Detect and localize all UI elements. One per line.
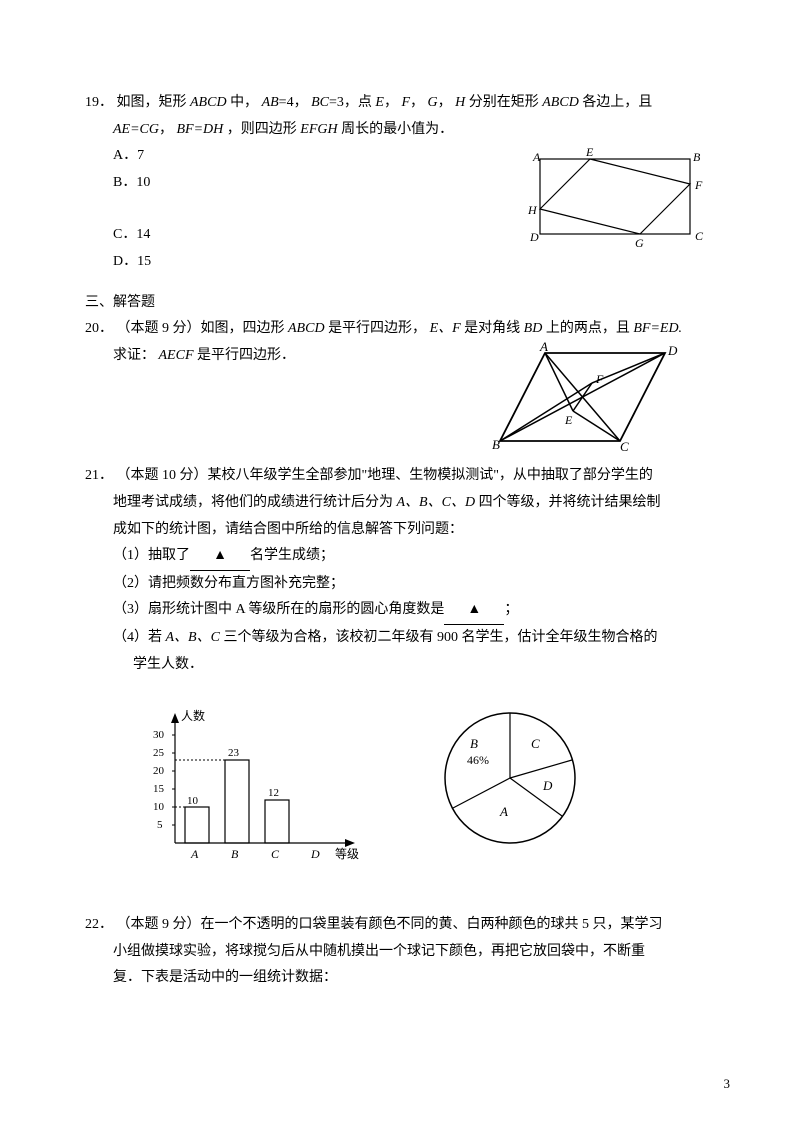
q21-p2: （2）请把频数分布直方图补充完整； <box>85 571 715 598</box>
svg-text:B: B <box>693 150 701 164</box>
svg-text:B: B <box>231 847 239 861</box>
q21-p1: （1）抽取了▲名学生成绩； <box>85 543 715 571</box>
svg-text:等级: 等级 <box>335 847 359 861</box>
svg-text:C: C <box>271 847 280 861</box>
question-20: 20． （本题 9 分）如图，四边形 ABCD 是平行四边形， E、F 是对角线… <box>85 316 715 449</box>
svg-text:10: 10 <box>153 801 165 813</box>
svg-text:B: B <box>470 736 478 751</box>
svg-text:25: 25 <box>153 747 165 759</box>
pie-chart: B 46% C D A <box>425 698 595 868</box>
q19-figure: A E B F C G D H <box>520 144 710 265</box>
q19-text: 如图，矩形 ABCD 中， AB=4， BC=3，点 E， F， G， H 分别… <box>117 95 653 110</box>
section3-title: 三、解答题 <box>85 290 715 317</box>
q21-l2: 地理考试成绩，将他们的成绩进行统计后分为 A、B、C、D 四个等级，并将统计结果… <box>85 490 715 517</box>
svg-text:A: A <box>499 804 508 819</box>
q21-l3: 成如下的统计图，请结合图中所给的信息解答下列问题： <box>85 517 715 544</box>
svg-text:5: 5 <box>157 819 163 831</box>
q22-l1: （本题 9 分）在一个不透明的口袋里装有颜色不同的黄、白两种颜色的球共 5 只，… <box>117 917 663 932</box>
svg-text:D: D <box>667 343 678 358</box>
q21-p4c: 学生人数． <box>85 652 715 679</box>
svg-text:20: 20 <box>153 765 165 777</box>
svg-text:46%: 46% <box>467 753 489 767</box>
q21-p4: （4）若 A、B、C 三个等级为合格，该校初二年级有 900 名学生，估计全年级… <box>85 625 715 652</box>
svg-text:15: 15 <box>153 783 165 795</box>
q20-number: 20． <box>85 321 113 336</box>
svg-text:人数: 人数 <box>181 708 205 723</box>
q22-l2: 小组做摸球实验，将球搅匀后从中随机摸出一个球记下颜色，再把它放回袋中，不断重 <box>85 939 715 966</box>
svg-text:A: A <box>190 847 199 861</box>
svg-text:B: B <box>492 437 500 452</box>
q21-number: 21． <box>85 468 113 483</box>
q20-text: （本题 9 分）如图，四边形 ABCD 是平行四边形， E、F 是对角线 BD … <box>117 321 683 336</box>
svg-text:F: F <box>694 178 703 192</box>
page-number: 3 <box>724 1076 731 1092</box>
blank-1: ▲ <box>190 543 250 571</box>
blank-2: ▲ <box>444 597 504 625</box>
svg-text:A: A <box>539 341 548 354</box>
svg-text:D: D <box>310 847 320 861</box>
svg-text:E: E <box>564 413 573 427</box>
svg-text:G: G <box>635 236 644 250</box>
page-content: 19． 如图，矩形 ABCD 中， AB=4， BC=3，点 E， F， G， … <box>0 0 800 1046</box>
q21-l1: （本题 10 分）某校八年级学生全部参加"地理、生物模拟测试"，从中抽取了部分学… <box>117 468 653 483</box>
svg-text:D: D <box>529 230 539 244</box>
svg-text:H: H <box>527 203 538 217</box>
q22-l3: 复．下表是活动中的一组统计数据： <box>85 965 715 992</box>
svg-text:C: C <box>620 439 629 454</box>
q19-line2: AE=CG， BF=DH ，则四边形 EFGH 周长的最小值为． <box>85 117 715 144</box>
q22-number: 22． <box>85 917 113 932</box>
question-19: 19． 如图，矩形 ABCD 中， AB=4， BC=3，点 E， F， G， … <box>85 90 715 276</box>
question-21: 21． （本题 10 分）某校八年级学生全部参加"地理、生物模拟测试"，从中抽取… <box>85 463 715 868</box>
svg-text:E: E <box>585 145 594 159</box>
q19-number: 19． <box>85 95 113 110</box>
svg-text:F: F <box>595 372 604 386</box>
svg-text:C: C <box>695 229 704 243</box>
svg-text:C: C <box>531 736 540 751</box>
svg-text:12: 12 <box>268 787 279 799</box>
svg-text:30: 30 <box>153 729 165 741</box>
svg-text:23: 23 <box>228 747 240 759</box>
q20-figure: A D B C E F <box>490 341 680 467</box>
question-22: 22． （本题 9 分）在一个不透明的口袋里装有颜色不同的黄、白两种颜色的球共 … <box>85 912 715 992</box>
q21-figures: 人数 等级 5 10 15 20 25 30 10 A 23 <box>85 698 715 868</box>
q21-p3: （3）扇形统计图中 A 等级所在的扇形的圆心角度数是▲； <box>85 597 715 625</box>
svg-text:10: 10 <box>187 795 199 807</box>
bar-chart: 人数 等级 5 10 15 20 25 30 10 A 23 <box>135 698 365 868</box>
svg-text:D: D <box>542 778 553 793</box>
svg-text:A: A <box>532 150 541 164</box>
